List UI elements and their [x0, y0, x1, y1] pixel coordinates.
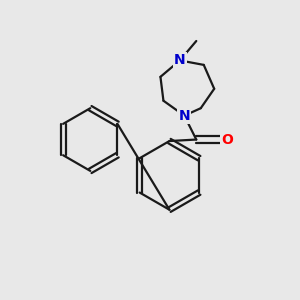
- Text: N: N: [178, 109, 190, 123]
- Text: N: N: [174, 53, 186, 68]
- Text: O: O: [221, 133, 233, 146]
